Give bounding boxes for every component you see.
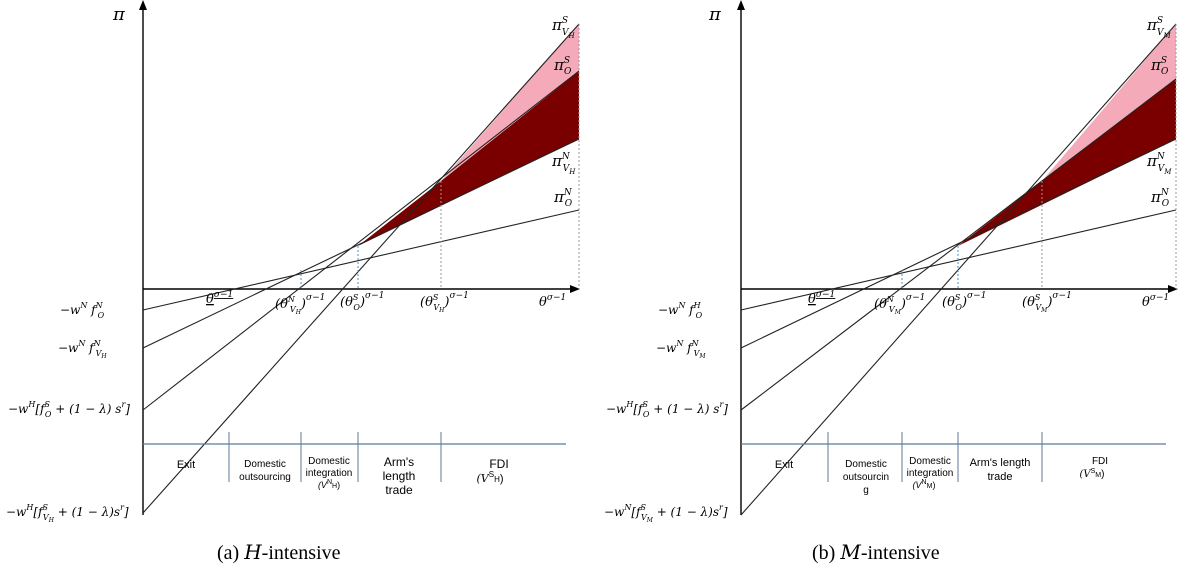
intercept-label-2: −wH[fS O + (1 − λ) sr] <box>8 400 130 419</box>
intercept-label-1: −wN fN VH <box>58 339 107 360</box>
region-label-exit: Exit <box>775 459 793 471</box>
caption-b: (b) M-intensive <box>812 540 940 565</box>
curve-label-on: πN O <box>553 188 573 209</box>
profit-line-integration-south <box>740 23 1177 516</box>
y-axis-label: π <box>708 4 722 25</box>
threshold-label-2: (θS O)σ−1 <box>340 291 384 312</box>
panel-b: π θσ−1 πS VM πS O πN VM πN O θσ−1 (θN VM)σ−1 … <box>596 0 1192 572</box>
intercept-label-1: −wN fN VM <box>656 339 706 360</box>
curve-label-vn: πN VH <box>551 152 576 176</box>
diagram-b: π θσ−1 πS VM πS O πN VM πN O θσ−1 (θN VM)σ−1 … <box>604 0 1178 524</box>
profit-line-integration-north <box>740 138 1177 349</box>
x-axis-arrow <box>570 285 580 293</box>
curve-label-os: πS O <box>1150 56 1169 77</box>
curve-label-os: πS O <box>553 56 572 77</box>
caption-variable: M <box>840 540 861 564</box>
caption-prefix: (b) <box>812 542 841 564</box>
caption-a: (a) H-intensive <box>217 540 341 565</box>
threshold-label-1: (θN VH)σ−1 <box>275 293 325 316</box>
intercept-label-0: −wN fH O <box>658 301 703 320</box>
x-axis-label: θσ−1 <box>539 293 566 310</box>
threshold-label-3: (θS VM)σ−1 <box>1022 291 1072 314</box>
y-axis-arrow <box>737 0 745 10</box>
profit-line-integration-south <box>142 23 580 514</box>
intercept-label-2: −wH[fS O + (1 − λ) sr] <box>606 400 728 419</box>
caption-variable: H <box>244 540 262 564</box>
y-axis-label: π <box>112 4 126 25</box>
threshold-label-1: (θN VM)σ−1 <box>874 293 925 316</box>
region-label-fdi: FDI (VSM) <box>1080 456 1109 480</box>
region-label-fdi: FDI (VSH) <box>476 457 508 485</box>
threshold-label-3: (θS VH)σ−1 <box>420 291 469 314</box>
x-axis-arrow <box>1168 285 1178 293</box>
intercept-label-3: −wH[fS VH + (1 − λ)sr] <box>6 503 129 524</box>
panel-a: π θσ−1 πS VH πS O πN VH πN O θσ−1 (θN VH)σ−1 … <box>6 0 580 565</box>
region-label-arms-length: Arm's length trade <box>383 455 416 497</box>
fdi-profit-region-pink <box>1042 24 1176 181</box>
intercept-label-3: −wN[fS VM + (1 − λ)sr] <box>604 503 728 524</box>
profit-line-integration-north <box>142 138 580 349</box>
caption-prefix: (a) <box>217 542 245 564</box>
threshold-label-0: θσ−1 <box>206 290 233 307</box>
profit-line-outsourcing-north <box>142 209 580 311</box>
curve-label-vn: πN VM <box>1146 152 1172 176</box>
y-axis-arrow <box>139 0 147 10</box>
curve-label-vs: πS VM <box>1146 16 1172 40</box>
diagram-a: π θσ−1 πS VH πS O πN VH πN O θσ−1 (θN VH)σ−1 … <box>6 0 580 524</box>
fdi-profit-region-dark <box>358 71 579 246</box>
caption-suffix: -intensive <box>860 542 940 564</box>
region-label-domestic-integration: Domestic integration (VNH) <box>306 456 353 490</box>
x-axis-label: θσ−1 <box>1142 293 1169 310</box>
region-label-exit: Exit <box>177 459 195 471</box>
profit-line-outsourcing-south <box>740 78 1177 411</box>
caption-suffix: -intensive <box>261 542 341 564</box>
region-label-arms-length: Arm's length trade <box>970 457 1031 483</box>
intercept-label-0: −wN fN O <box>60 301 105 320</box>
profit-line-outsourcing-south <box>142 70 580 411</box>
curve-label-vs: πS VH <box>551 16 576 40</box>
curve-label-on: πN O <box>1150 188 1170 209</box>
threshold-label-2: (θS O)σ−1 <box>942 291 986 312</box>
region-label-domestic-integration: Domestic integration (VNM) <box>907 456 954 490</box>
